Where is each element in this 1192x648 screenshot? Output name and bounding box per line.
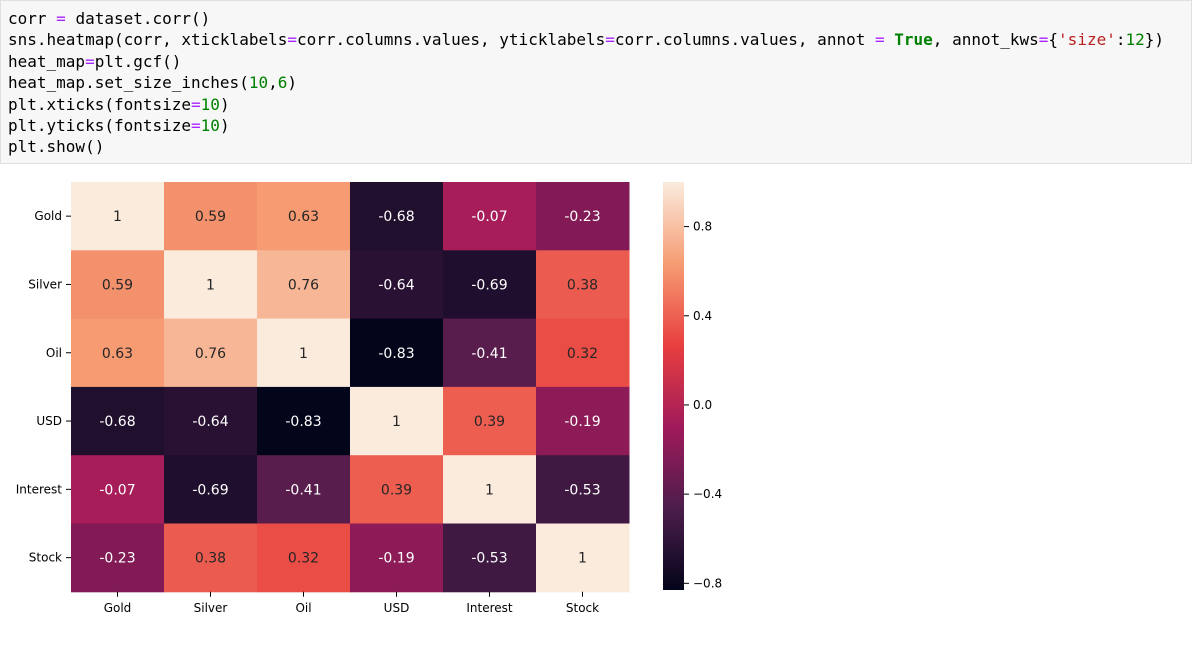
heatmap-annotation: 0.59 <box>195 209 226 225</box>
code-line-7: plt.show() <box>8 136 1164 157</box>
y-tick-label: Interest <box>16 482 63 496</box>
heatmap-annotation: -0.68 <box>378 209 414 225</box>
heatmap-annotation: 1 <box>299 346 308 362</box>
colorbar-tick-label: 0.8 <box>693 220 712 234</box>
code-token: heat_map.set_size_inches( <box>8 73 249 92</box>
output-area: 1 0.59 0.63 -0.68 -0.07 -0.23 0.59 1 0.76 -0.64 -0… <box>0 172 1192 644</box>
code-line-3: heat_map=plt.gcf() <box>8 51 1164 72</box>
code-cell[interactable]: corr = dataset.corr() sns.heatmap(corr, x… <box>0 0 1192 164</box>
heatmap-annotation: 0.32 <box>288 551 319 567</box>
code-token: plt.xticks(fontsize <box>8 95 191 114</box>
colorbar-tick-label: 0.0 <box>693 398 712 412</box>
x-tick-label: Silver <box>194 601 228 615</box>
heatmap-annotation: -0.19 <box>378 551 414 567</box>
code-token: sns.heatmap(corr, xticklabels <box>8 30 287 49</box>
heatmap-annotation: -0.23 <box>564 209 600 225</box>
code-token: plt.yticks(fontsize <box>8 116 191 135</box>
heatmap-annotation: 1 <box>485 482 494 498</box>
code-token: corr.columns.values, yticklabels <box>297 30 605 49</box>
heatmap-annotation: -0.69 <box>471 277 507 293</box>
heatmap-annotation: 0.59 <box>102 277 133 293</box>
heatmap-annotation: -0.53 <box>564 482 600 498</box>
code-token: True <box>894 30 933 49</box>
heatmap-annotation: 0.38 <box>567 277 598 293</box>
code-token: ) <box>220 95 230 114</box>
heatmap-annotation: -0.69 <box>192 482 228 498</box>
code-token: 10 <box>201 116 220 135</box>
code-token: = <box>287 30 297 49</box>
code-token: { <box>1048 30 1058 49</box>
code-token: corr.columns.values, annot <box>615 30 875 49</box>
heatmap-annotation: -0.53 <box>471 551 507 567</box>
y-tick-label: USD <box>36 414 62 428</box>
heatmap-chart: 1 0.59 0.63 -0.68 -0.07 -0.23 0.59 1 0.76 -0.64 -0… <box>0 172 1192 644</box>
heatmap-annotation: 0.38 <box>195 551 226 567</box>
code-token <box>885 30 895 49</box>
code-line-5: plt.xticks(fontsize=10) <box>8 94 1164 115</box>
heatmap-annotation: 0.39 <box>474 414 505 430</box>
heatmap-annotation: 1 <box>578 551 587 567</box>
code-token: corr <box>8 9 56 28</box>
code-line-2: sns.heatmap(corr, xticklabels=corr.colum… <box>8 29 1164 50</box>
x-tick-label: Interest <box>466 601 513 615</box>
code-token: plt.show() <box>8 137 104 156</box>
y-tick-label: Stock <box>29 551 62 565</box>
y-tick-label: Silver <box>28 277 62 291</box>
heatmap-annotation: -0.23 <box>99 551 135 567</box>
x-tick-label: Oil <box>295 601 311 615</box>
code-token: }) <box>1145 30 1164 49</box>
colorbar-tick-label: −0.4 <box>693 487 722 501</box>
heatmap-annotation: -0.83 <box>378 346 414 362</box>
heatmap-annotation: 0.39 <box>381 482 412 498</box>
code-token: heat_map <box>8 52 85 71</box>
y-tick-label: Oil <box>46 346 62 360</box>
code-token: , annot_kws <box>933 30 1039 49</box>
code-token: ) <box>220 116 230 135</box>
code-token: 10 <box>249 73 268 92</box>
code-token: , <box>268 73 278 92</box>
heatmap-annotation: 0.76 <box>195 346 226 362</box>
code-token: 12 <box>1125 30 1144 49</box>
code-token: = <box>605 30 615 49</box>
heatmap-annotation: -0.07 <box>99 482 135 498</box>
code-token: = <box>1039 30 1049 49</box>
code-token: plt.gcf() <box>95 52 182 71</box>
code-line-6: plt.yticks(fontsize=10) <box>8 115 1164 136</box>
y-tick-label: Gold <box>34 209 62 223</box>
heatmap-annotation: 0.63 <box>102 346 133 362</box>
heatmap-annotation: -0.41 <box>285 482 321 498</box>
code-token: ) <box>287 73 297 92</box>
heatmap-annotation: -0.64 <box>378 277 414 293</box>
code-token: dataset.corr() <box>66 9 211 28</box>
heatmap-annotation: 0.63 <box>288 209 319 225</box>
code-token: = <box>191 95 201 114</box>
code-token: = <box>85 52 95 71</box>
heatmap-annotation: 0.76 <box>288 277 319 293</box>
heatmap-annotation: 1 <box>206 277 215 293</box>
heatmap-annotation: -0.83 <box>285 414 321 430</box>
heatmap-annotation: 1 <box>113 209 122 225</box>
heatmap-annotation: -0.19 <box>564 414 600 430</box>
heatmap-annotation: 1 <box>392 414 401 430</box>
heatmap-annotation: 0.32 <box>567 346 598 362</box>
heatmap-annotation: -0.68 <box>99 414 135 430</box>
x-tick-label: Gold <box>104 601 132 615</box>
code-token: 'size' <box>1058 30 1116 49</box>
code-token: = <box>56 9 66 28</box>
code-token: = <box>191 116 201 135</box>
x-tick-label: USD <box>384 601 410 615</box>
code-line-1: corr = dataset.corr() <box>8 8 1164 29</box>
heatmap-annotation: -0.41 <box>471 346 507 362</box>
code-editor[interactable]: corr = dataset.corr() sns.heatmap(corr, x… <box>8 8 1164 158</box>
code-token: 10 <box>201 95 220 114</box>
code-line-4: heat_map.set_size_inches(10,6) <box>8 72 1164 93</box>
colorbar-tick-label: −0.8 <box>693 576 722 590</box>
code-token: = <box>875 30 885 49</box>
code-token: 6 <box>278 73 288 92</box>
heatmap-annotation: -0.64 <box>192 414 228 430</box>
colorbar <box>663 182 684 590</box>
colorbar-tick-label: 0.4 <box>693 309 712 323</box>
heatmap-annotation: -0.07 <box>471 209 507 225</box>
x-tick-label: Stock <box>566 601 599 615</box>
